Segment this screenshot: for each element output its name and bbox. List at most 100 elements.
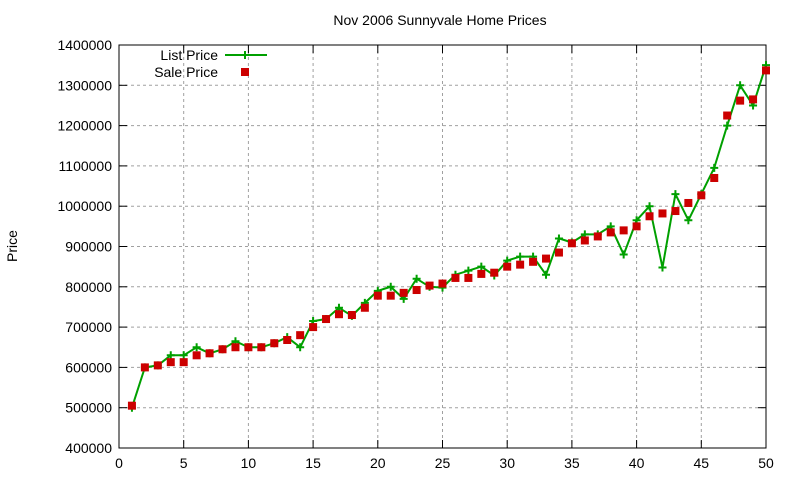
list-price-point: [619, 250, 628, 259]
x-tick-label: 20: [370, 455, 386, 471]
x-tick-label: 25: [435, 455, 451, 471]
sale-price-point: [464, 273, 473, 282]
list-price-point: [554, 234, 563, 243]
sale-price-point: [244, 343, 253, 352]
list-price-point: [179, 351, 188, 360]
axis-ticks: 400000 500000 600000 700000 800000 900000 1000…: [57, 37, 774, 471]
sale-price-point: [257, 343, 266, 352]
list-price-line: [130, 64, 767, 409]
sale-price-point: [218, 345, 227, 354]
list-price-point: [412, 274, 421, 283]
sale-price-point: [619, 226, 628, 235]
x-tick-label: 0: [115, 455, 123, 471]
y-tick-label: 700000: [65, 319, 112, 335]
sale-price-point: [283, 335, 292, 344]
list-price-point: [723, 121, 732, 130]
legend-label-sale-price: Sale Price: [154, 64, 218, 80]
list-price-point: [710, 163, 719, 172]
sale-price-point: [399, 288, 408, 297]
sale-price-point: [153, 361, 162, 370]
legend: List Price Sale Price: [154, 47, 267, 80]
y-tick-label: 800000: [65, 279, 112, 295]
x-tick-label: 45: [694, 455, 710, 471]
sale-price-point: [762, 66, 770, 75]
x-tick-label: 50: [758, 455, 774, 471]
sale-price-point: [542, 254, 551, 263]
sale-price-point: [373, 291, 382, 300]
sale-price-point: [554, 248, 563, 257]
sale-price-point: [192, 351, 201, 360]
sale-price-point: [412, 286, 421, 295]
sale-price-point: [516, 260, 525, 269]
sale-price-point: [322, 315, 331, 324]
sale-price-point: [166, 358, 175, 367]
list-price-point: [736, 81, 745, 90]
sale-price-point: [360, 303, 369, 312]
sale-price-point: [386, 291, 395, 300]
sale-price-point: [231, 343, 240, 352]
list-price-point: [296, 343, 305, 352]
list-price-point: [645, 202, 654, 211]
sale-price-point: [723, 111, 732, 120]
sale-price-point: [490, 268, 499, 277]
x-tick-label: 5: [180, 455, 188, 471]
plot-border: [118, 44, 767, 449]
y-axis-label: Price: [4, 230, 20, 262]
sale-price-point: [334, 310, 343, 319]
legend-marker-list-price: [241, 51, 249, 59]
sale-price-point: [309, 323, 318, 332]
sale-price-point: [580, 236, 589, 245]
y-tick-label: 1000000: [57, 198, 112, 214]
sale-price-point: [347, 311, 356, 320]
list-price-point: [658, 263, 667, 272]
sale-price-point: [477, 269, 486, 278]
y-tick-label: 1100000: [59, 158, 113, 174]
list-price-point: [477, 262, 486, 271]
list-price-point: [542, 270, 551, 279]
sale-price-point: [503, 262, 512, 271]
sale-price-point: [606, 228, 615, 237]
y-tick-label: 400000: [65, 440, 112, 456]
sale-price-point: [658, 209, 667, 218]
sale-price-point: [270, 339, 279, 348]
sale-price-point: [749, 95, 758, 104]
sale-price-point: [179, 358, 188, 367]
sale-price-point: [697, 191, 706, 200]
x-tick-label: 15: [305, 455, 321, 471]
x-tick-label: 35: [564, 455, 580, 471]
series-layer: [127, 61, 770, 412]
legend-label-list-price: List Price: [160, 47, 218, 63]
sale-price-point: [710, 173, 719, 182]
sale-price-point: [593, 232, 602, 241]
legend-marker-sale-price: [241, 68, 249, 76]
sale-price-point: [296, 331, 305, 340]
list-price-point: [671, 190, 680, 199]
sale-price-point: [451, 273, 460, 282]
y-tick-label: 1300000: [57, 77, 112, 93]
list-price-point: [516, 252, 525, 261]
sale-price-point: [205, 349, 214, 358]
sale-price-point: [140, 363, 149, 372]
x-tick-label: 30: [499, 455, 515, 471]
sale-price-point: [736, 96, 745, 105]
sale-price-point: [684, 198, 693, 207]
sale-price-point: [127, 401, 136, 410]
sale-price-point: [438, 279, 447, 288]
sale-price-point: [671, 207, 680, 216]
list-price-point: [386, 282, 395, 291]
list-price-point: [166, 351, 175, 360]
chart-title: Nov 2006 Sunnyvale Home Prices: [333, 12, 546, 28]
list-price-point: [464, 266, 473, 275]
x-tick-label: 10: [241, 455, 257, 471]
y-tick-label: 900000: [65, 239, 112, 255]
sale-price-point: [632, 222, 641, 231]
y-tick-label: 1400000: [57, 37, 112, 53]
y-tick-label: 600000: [65, 359, 112, 375]
x-tick-label: 40: [629, 455, 645, 471]
grid: [119, 45, 766, 448]
list-price-point: [192, 343, 201, 352]
sale-price-point: [567, 239, 576, 248]
y-tick-label: 1200000: [57, 118, 112, 134]
list-price-point: [684, 216, 693, 225]
